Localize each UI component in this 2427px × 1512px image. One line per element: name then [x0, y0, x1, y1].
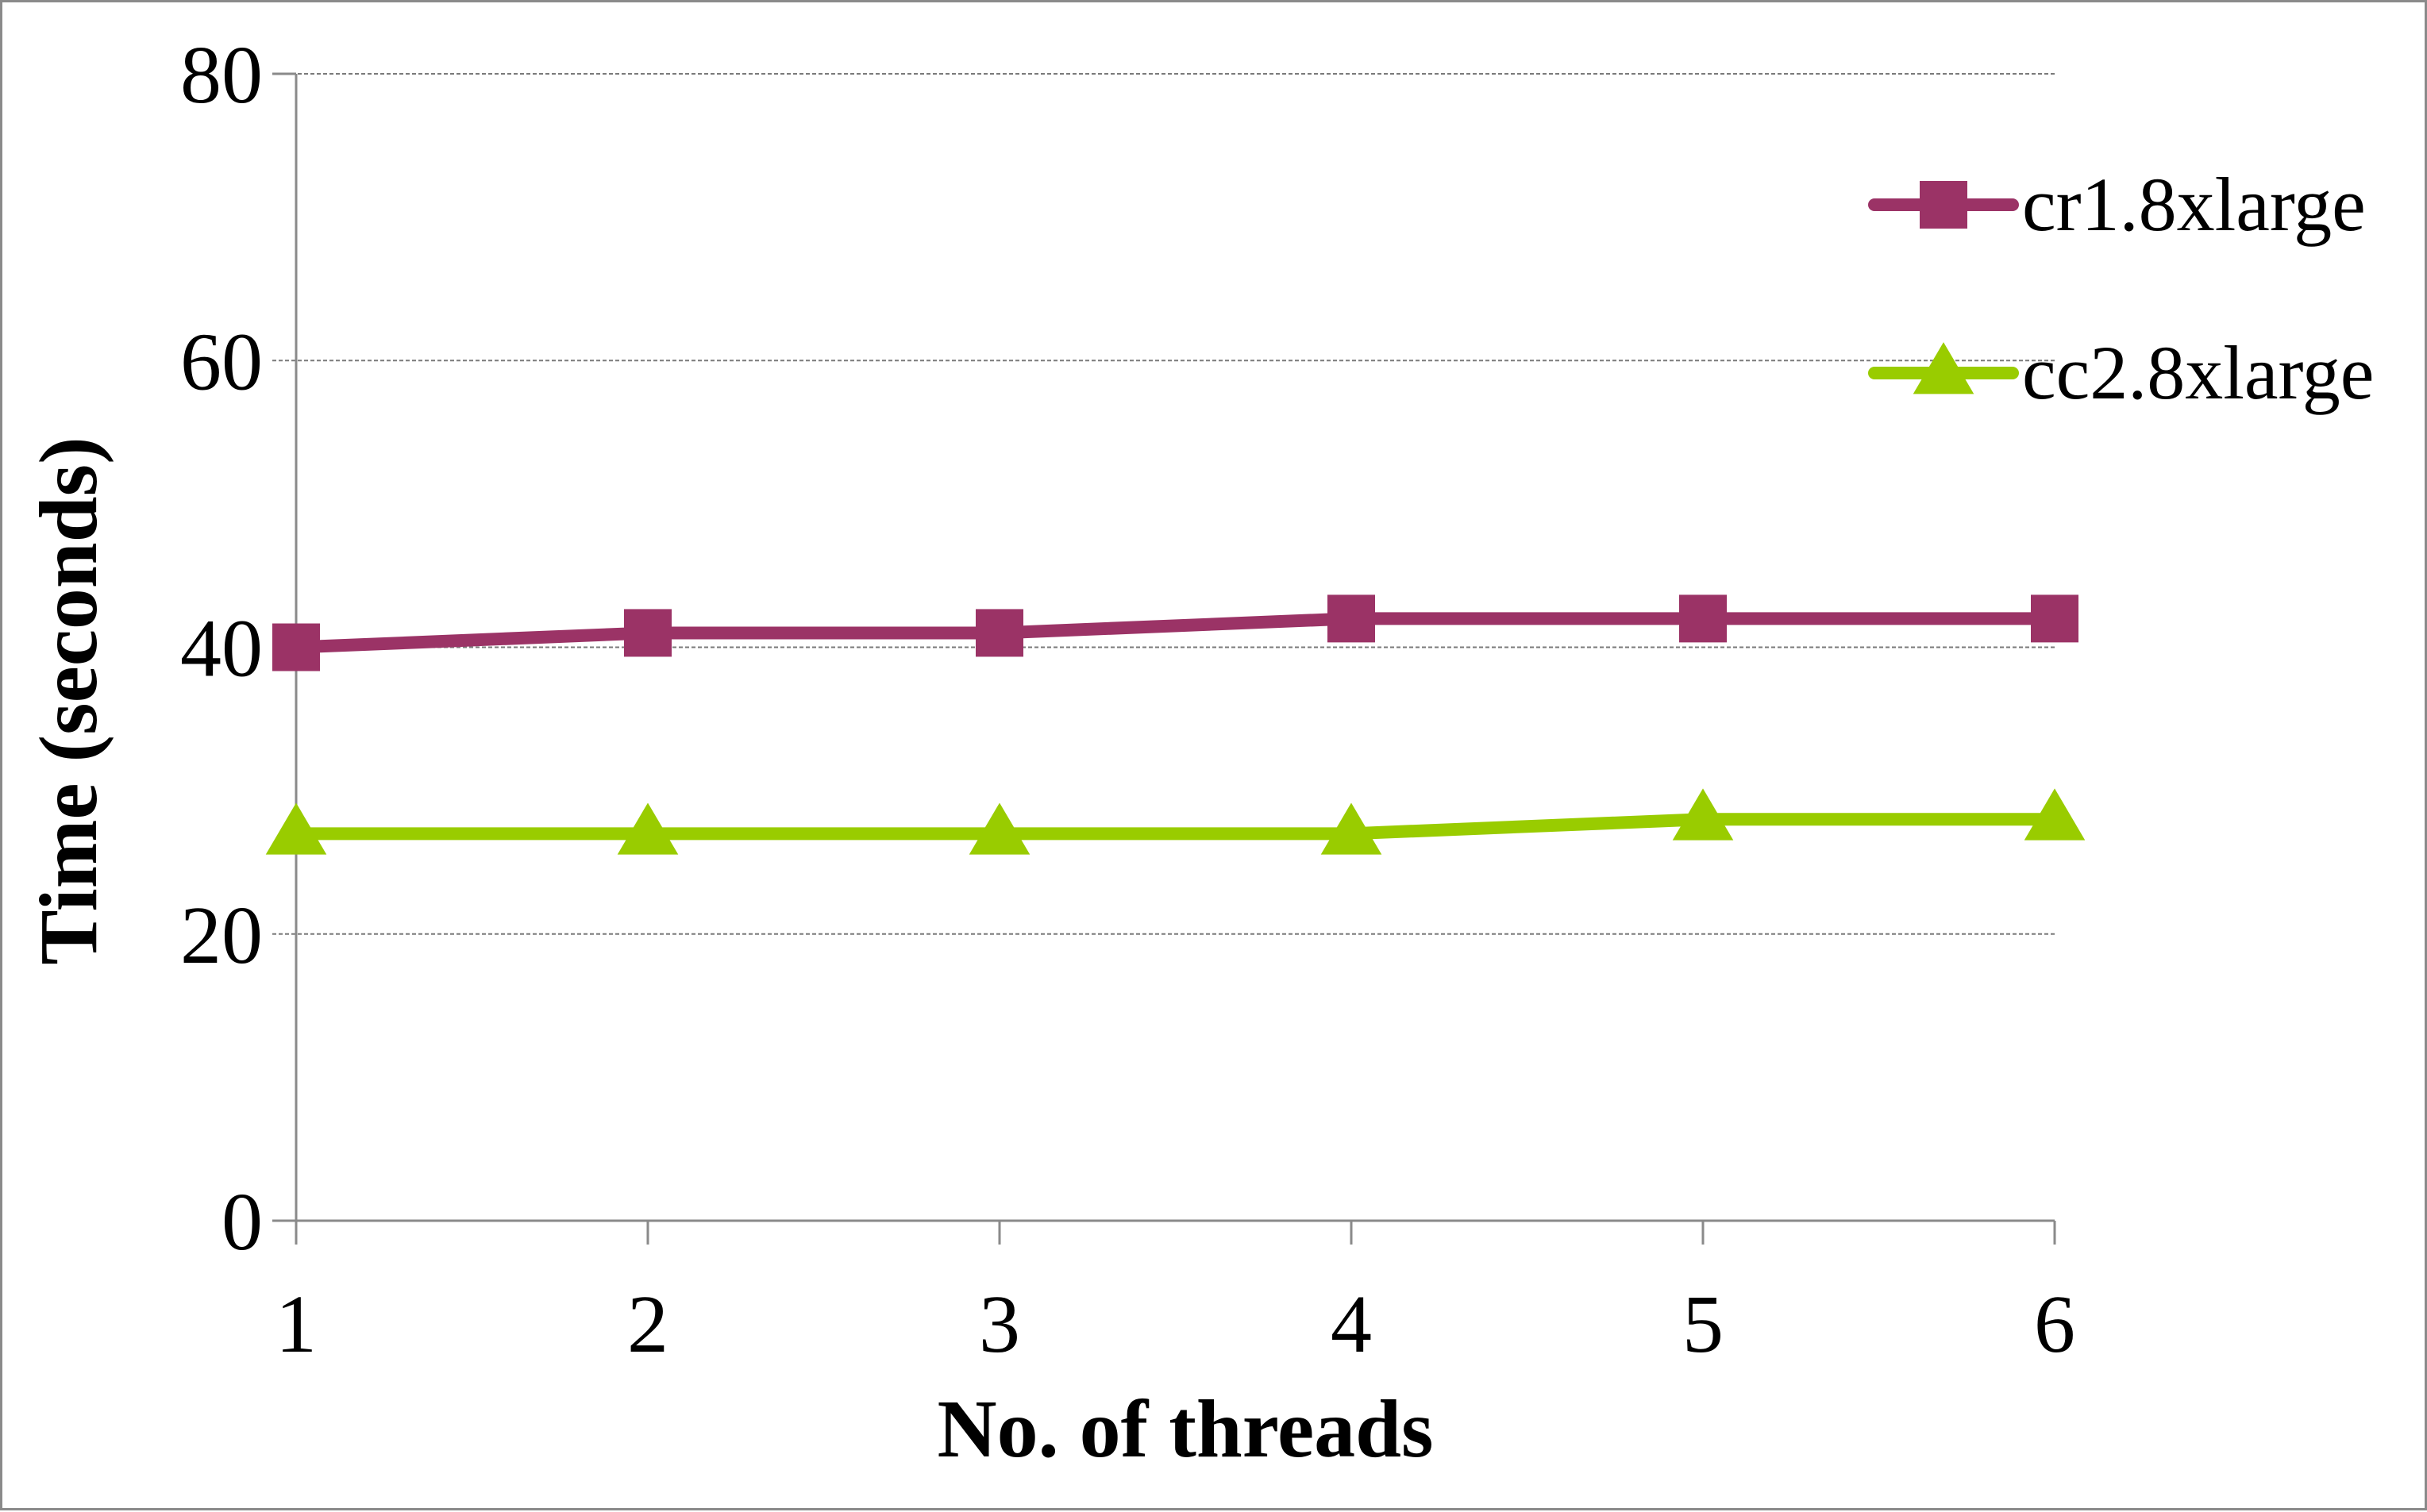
series-line-cc2.8xlarge — [290, 813, 2061, 841]
series-cr1.8xlarge — [272, 594, 2078, 671]
y-axis-title: Time (seconds) — [23, 437, 114, 964]
series-layer — [265, 594, 2086, 855]
axes — [272, 72, 2056, 1245]
data-point-cr1.8xlarge-3 — [976, 609, 1023, 657]
legend-item-cc2.8xlarge: cc2.8xlarge — [1868, 330, 2374, 415]
x-tick-label: 5 — [1682, 1279, 1724, 1370]
gridlines — [272, 73, 2055, 935]
legend-marker-cr1.8xlarge — [1920, 181, 1967, 229]
x-tick-label: 4 — [1331, 1279, 1372, 1370]
x-tick-label: 1 — [275, 1279, 317, 1370]
x-tick-label: 2 — [627, 1279, 668, 1370]
y-tick-label: 40 — [180, 603, 263, 694]
data-point-cr1.8xlarge-6 — [2031, 594, 2078, 643]
data-point-cr1.8xlarge-2 — [624, 609, 672, 657]
data-point-cr1.8xlarge-1 — [272, 623, 320, 671]
legend: cr1.8xlarge cc2.8xlarge — [1868, 162, 2374, 415]
data-point-cc2.8xlarge-2 — [617, 802, 679, 855]
legend-label-cc2.8xlarge: cc2.8xlarge — [2022, 330, 2374, 415]
data-point-cc2.8xlarge-5 — [1672, 788, 1734, 841]
y-tick-label: 20 — [180, 890, 263, 981]
y-tick-label: 0 — [222, 1176, 263, 1268]
data-point-cc2.8xlarge-3 — [969, 802, 1031, 855]
series-cc2.8xlarge — [265, 788, 2086, 855]
data-point-cc2.8xlarge-6 — [2024, 788, 2086, 841]
y-tick-label: 60 — [180, 316, 263, 407]
data-point-cc2.8xlarge-4 — [1320, 802, 1382, 855]
data-point-cc2.8xlarge-1 — [265, 802, 327, 855]
legend-item-cr1.8xlarge: cr1.8xlarge — [1868, 162, 2366, 247]
x-tick-label: 3 — [979, 1279, 1020, 1370]
legend-marker-cc2.8xlarge — [1913, 342, 1974, 394]
series-line-cr1.8xlarge — [290, 612, 2061, 654]
x-axis-title: No. of threads — [938, 1383, 1434, 1475]
data-point-cr1.8xlarge-4 — [1327, 594, 1375, 643]
y-tick-label: 80 — [180, 29, 263, 121]
data-point-cr1.8xlarge-5 — [1679, 594, 1727, 643]
legend-label-cr1.8xlarge: cr1.8xlarge — [2022, 162, 2366, 247]
x-tick-label: 6 — [2034, 1279, 2075, 1370]
